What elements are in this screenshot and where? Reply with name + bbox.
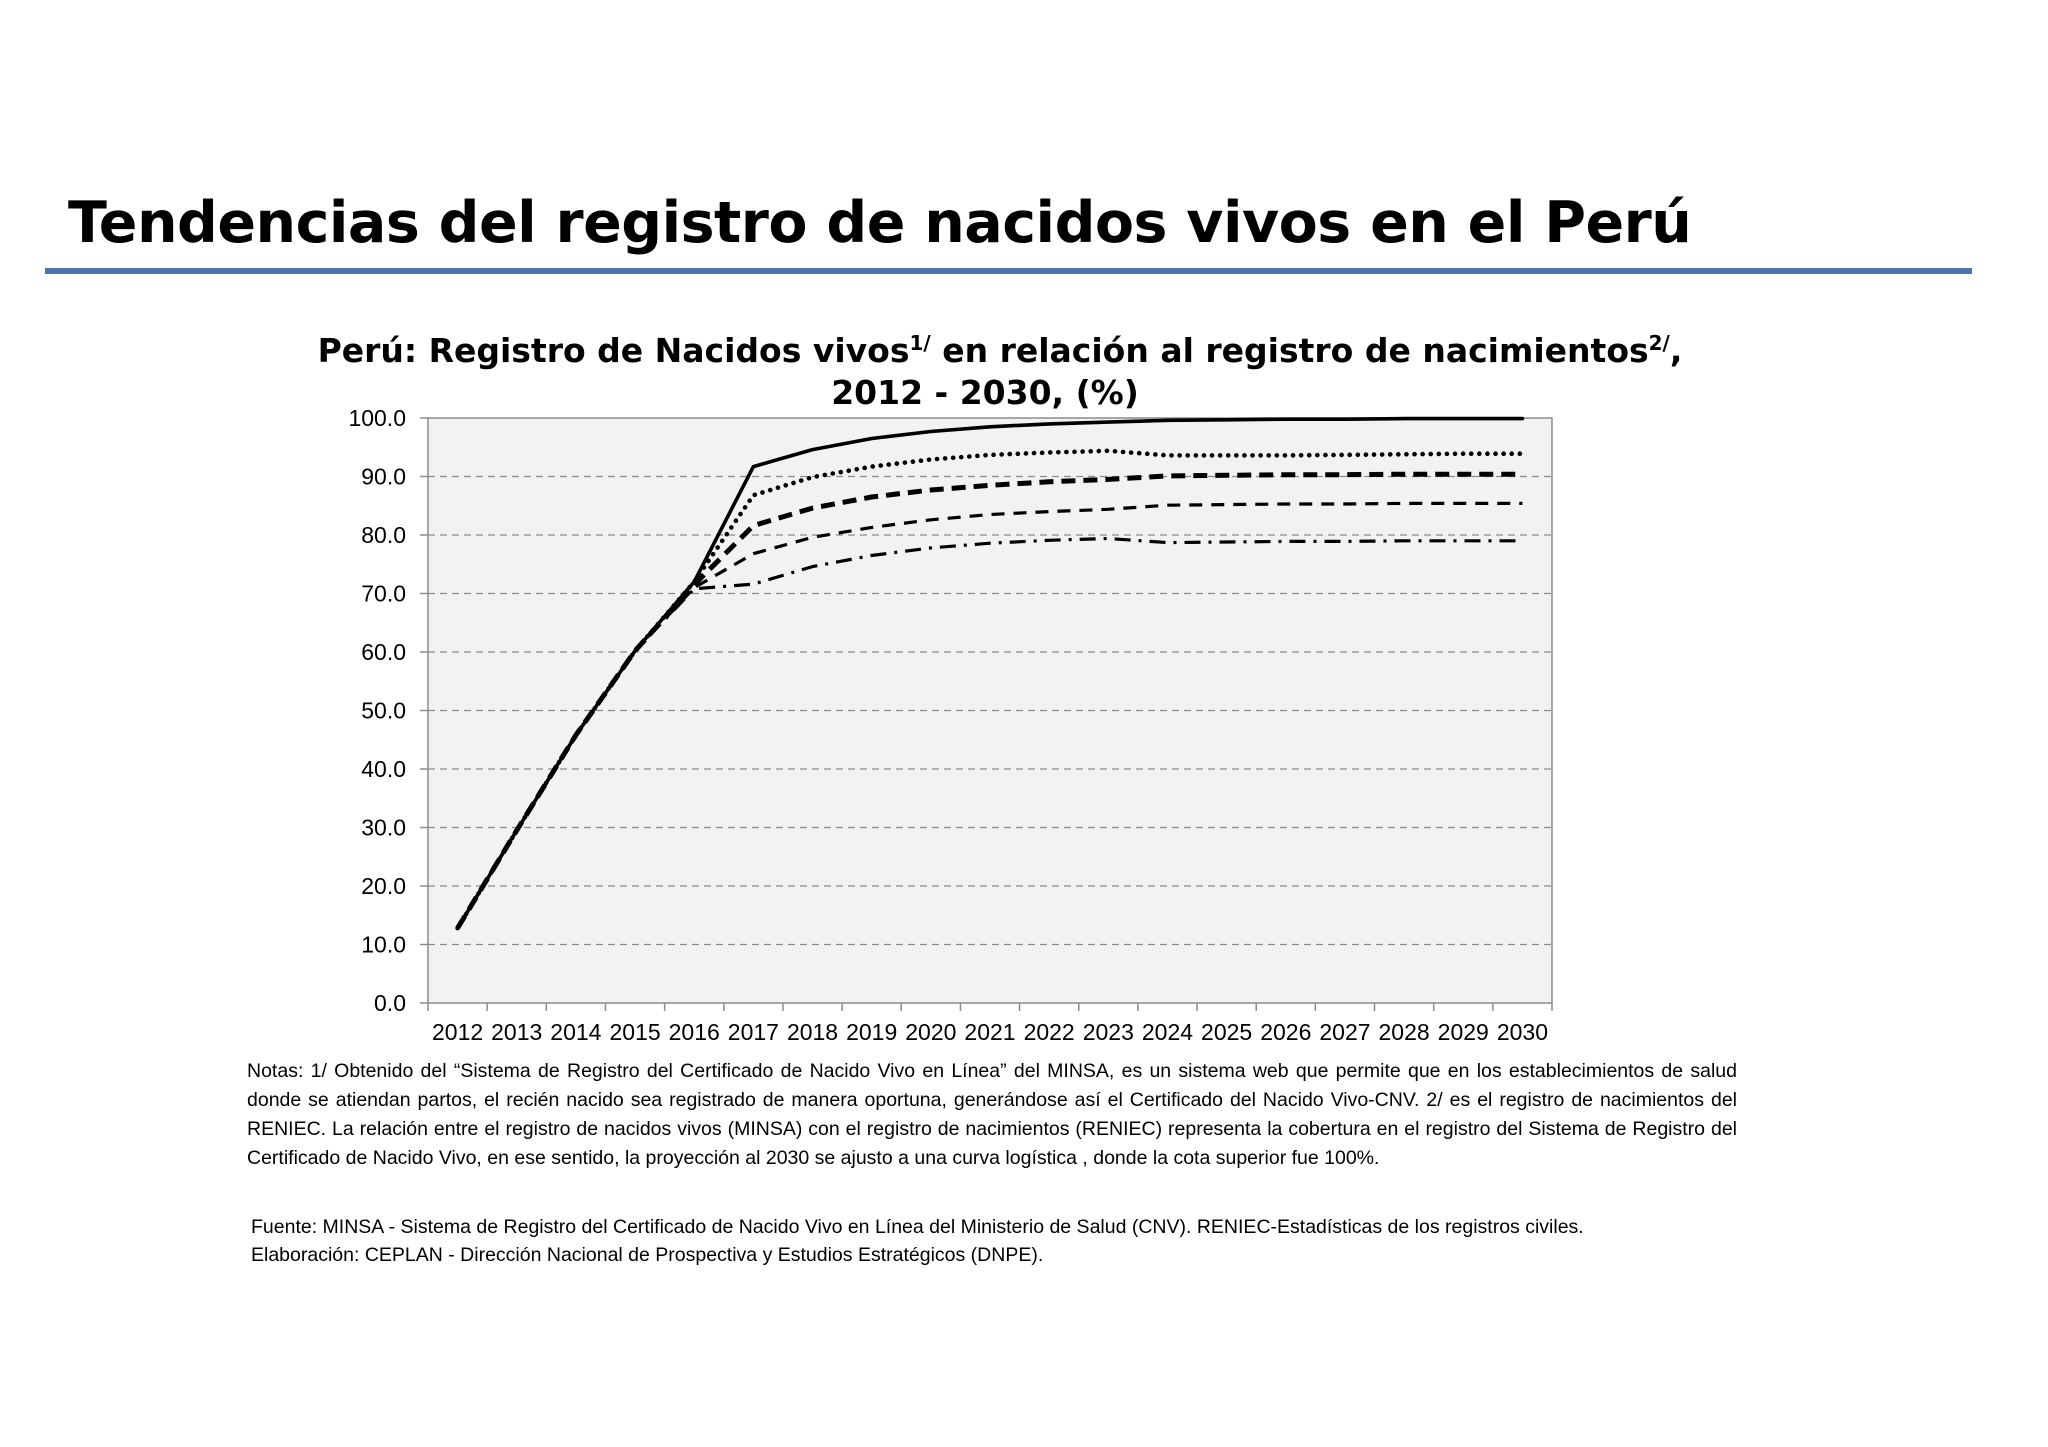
y-axis-ticks: 0.0 10.0 20.0 30.0 40.0 50.0 60.0 70.0 80.0 90.0 1… <box>348 405 406 1016</box>
x-tick-label: 2025 <box>1201 1019 1252 1045</box>
x-tick-label: 2012 <box>432 1019 483 1045</box>
axes <box>420 417 1553 1011</box>
x-tick-label: 2029 <box>1438 1019 1489 1045</box>
y-tick-label: 70.0 <box>361 581 406 607</box>
x-tick-label: 2015 <box>609 1019 660 1045</box>
chart-title-line-2: 2012 - 2030, (%) <box>831 373 1139 412</box>
x-tick-label: 2013 <box>491 1019 542 1045</box>
series-lines <box>455 416 1525 931</box>
chart-title-part-c: , <box>1670 331 1683 370</box>
x-tick-label: 2027 <box>1319 1019 1370 1045</box>
y-tick-label: 0.0 <box>374 990 406 1016</box>
series-line-dashed <box>456 501 1523 929</box>
x-tick-label: 2019 <box>846 1019 897 1045</box>
y-tick-label: 10.0 <box>361 932 406 958</box>
y-tick-label: 100.0 <box>348 405 406 431</box>
title-underline <box>45 268 1972 274</box>
page-title: Tendencias del registro de nacidos vivos… <box>68 190 1692 256</box>
x-tick-label: 2023 <box>1083 1019 1134 1045</box>
y-tick-label: 80.0 <box>361 522 406 548</box>
chart-title-footnote-1: 1/ <box>909 331 931 355</box>
chart-title-footnote-2: 2/ <box>1649 331 1671 355</box>
x-tick-label: 2020 <box>905 1019 956 1045</box>
x-tick-label: 2021 <box>964 1019 1015 1045</box>
line-chart: Perú: Registro de Nacidos vivos1/ en rel… <box>318 331 1683 1045</box>
y-tick-label: 20.0 <box>361 873 406 899</box>
x-tick-label: 2028 <box>1379 1019 1430 1045</box>
chart-title-line-1: Perú: Registro de Nacidos vivos1/ en rel… <box>318 331 1683 370</box>
x-tick-label: 2014 <box>550 1019 601 1045</box>
chart-notes: Notas: 1/ Obtenido del “Sistema de Regis… <box>247 1060 1737 1169</box>
elaboration-line: Elaboración: CEPLAN - Dirección Nacional… <box>251 1244 1044 1266</box>
y-tick-label: 40.0 <box>361 756 406 782</box>
x-tick-label: 2018 <box>787 1019 838 1045</box>
y-tick-label: 30.0 <box>361 815 406 841</box>
chart-title-part-b: en relación al registro de nacimientos <box>931 331 1649 370</box>
chart-source: Fuente: MINSA - Sistema de Registro del … <box>251 1213 1851 1269</box>
source-line: Fuente: MINSA - Sistema de Registro del … <box>251 1216 1584 1238</box>
x-tick-label: 2017 <box>728 1019 779 1045</box>
chart-title-part-a: Perú: Registro de Nacidos vivos <box>318 331 910 370</box>
x-tick-label: 2030 <box>1497 1019 1548 1045</box>
y-tick-label: 50.0 <box>361 698 406 724</box>
x-tick-label: 2026 <box>1260 1019 1311 1045</box>
gridlines <box>428 475 1552 946</box>
y-tick-label: 90.0 <box>361 464 406 490</box>
x-tick-label: 2016 <box>669 1019 720 1045</box>
y-tick-label: 60.0 <box>361 639 406 665</box>
x-tick-label: 2024 <box>1142 1019 1193 1045</box>
x-tick-label: 2022 <box>1024 1019 1075 1045</box>
series-line-solid <box>455 416 1525 930</box>
x-axis-ticks: 2012 2013 2014 2015 2016 2017 2018 2019 2020 2021… <box>432 1019 1548 1045</box>
